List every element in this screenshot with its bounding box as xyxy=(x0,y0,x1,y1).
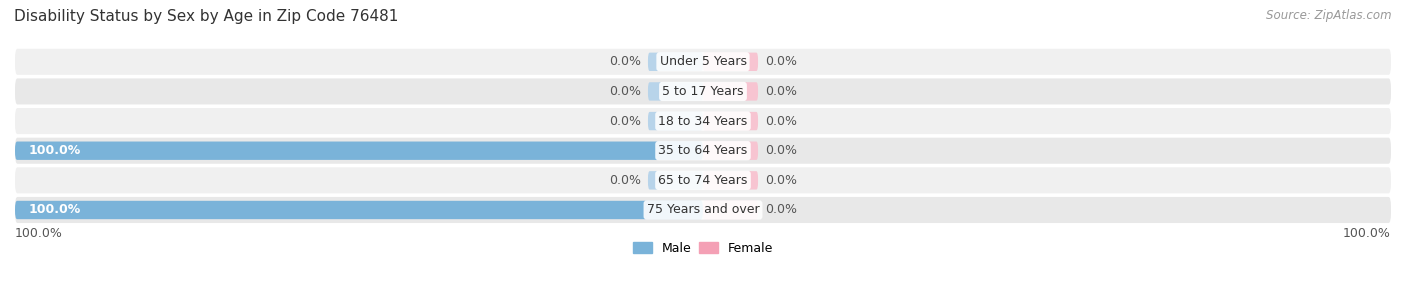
FancyBboxPatch shape xyxy=(703,201,758,219)
FancyBboxPatch shape xyxy=(15,142,703,160)
FancyBboxPatch shape xyxy=(15,138,1391,164)
FancyBboxPatch shape xyxy=(648,112,703,130)
FancyBboxPatch shape xyxy=(15,108,1391,134)
FancyBboxPatch shape xyxy=(15,49,1391,75)
Text: 0.0%: 0.0% xyxy=(765,203,797,217)
FancyBboxPatch shape xyxy=(648,53,703,71)
Text: 0.0%: 0.0% xyxy=(609,174,641,187)
Text: 0.0%: 0.0% xyxy=(609,55,641,68)
FancyBboxPatch shape xyxy=(15,197,1391,223)
FancyBboxPatch shape xyxy=(15,201,703,219)
Text: 0.0%: 0.0% xyxy=(609,85,641,98)
FancyBboxPatch shape xyxy=(648,171,703,189)
Text: 65 to 74 Years: 65 to 74 Years xyxy=(658,174,748,187)
FancyBboxPatch shape xyxy=(703,171,758,189)
Text: 75 Years and over: 75 Years and over xyxy=(647,203,759,217)
Text: Source: ZipAtlas.com: Source: ZipAtlas.com xyxy=(1267,9,1392,22)
FancyBboxPatch shape xyxy=(703,142,758,160)
Text: 5 to 17 Years: 5 to 17 Years xyxy=(662,85,744,98)
Text: 0.0%: 0.0% xyxy=(765,85,797,98)
Text: 18 to 34 Years: 18 to 34 Years xyxy=(658,115,748,127)
Text: 35 to 64 Years: 35 to 64 Years xyxy=(658,144,748,157)
FancyBboxPatch shape xyxy=(648,82,703,101)
Text: 0.0%: 0.0% xyxy=(765,115,797,127)
Text: 0.0%: 0.0% xyxy=(609,115,641,127)
Text: 100.0%: 100.0% xyxy=(28,203,82,217)
Text: 100.0%: 100.0% xyxy=(1343,227,1391,240)
Text: 0.0%: 0.0% xyxy=(765,174,797,187)
FancyBboxPatch shape xyxy=(703,112,758,130)
FancyBboxPatch shape xyxy=(15,78,1391,105)
Legend: Male, Female: Male, Female xyxy=(628,237,778,260)
Text: 0.0%: 0.0% xyxy=(765,144,797,157)
Text: Disability Status by Sex by Age in Zip Code 76481: Disability Status by Sex by Age in Zip C… xyxy=(14,9,398,24)
Text: 100.0%: 100.0% xyxy=(15,227,63,240)
Text: 100.0%: 100.0% xyxy=(28,144,82,157)
Text: Under 5 Years: Under 5 Years xyxy=(659,55,747,68)
Text: 0.0%: 0.0% xyxy=(765,55,797,68)
FancyBboxPatch shape xyxy=(703,82,758,101)
FancyBboxPatch shape xyxy=(703,53,758,71)
FancyBboxPatch shape xyxy=(15,167,1391,193)
